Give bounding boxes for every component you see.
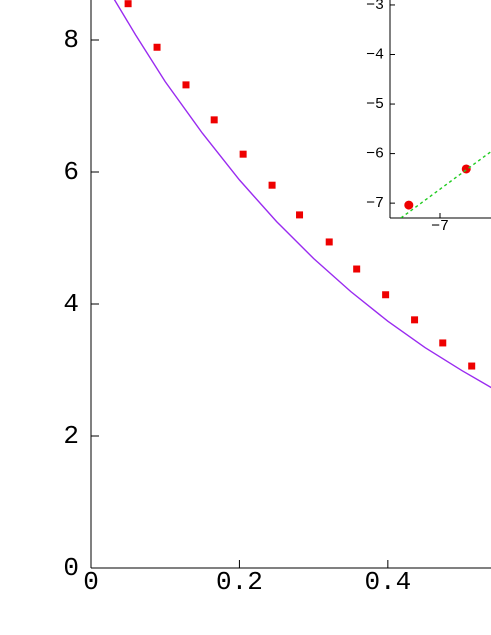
point — [382, 291, 390, 299]
y-tick-label: 4 — [63, 289, 79, 319]
point — [239, 150, 247, 158]
y-tick-label: −5 — [366, 96, 384, 113]
y-tick-label: 8 — [63, 25, 79, 55]
y-tick-label: 6 — [63, 157, 79, 187]
x-tick-label: −7 — [431, 218, 449, 235]
point — [296, 211, 304, 219]
curve — [113, 0, 491, 389]
inset-plot: −3 −4 −5 −6 −7 −7 — [345, 0, 491, 235]
point — [411, 316, 419, 324]
curve — [400, 151, 491, 218]
inset-background — [345, 0, 491, 234]
y-tick-label: −4 — [366, 46, 384, 63]
point — [461, 164, 471, 174]
y-tick-label: −6 — [366, 146, 384, 163]
point — [153, 43, 161, 51]
point — [182, 81, 190, 89]
point — [124, 0, 132, 8]
x-tick-label: 0 — [83, 567, 99, 597]
point — [268, 181, 276, 189]
point — [210, 116, 218, 124]
plot-area — [113, 0, 491, 389]
point — [325, 238, 333, 246]
y-tick-label: 0 — [63, 553, 79, 583]
point — [468, 362, 476, 370]
x-tick-label: 0.2 — [216, 567, 263, 597]
y-tick-label: −3 — [366, 0, 384, 14]
x-tick-label: 0.4 — [364, 567, 411, 597]
point — [439, 339, 447, 347]
point — [353, 265, 361, 273]
plot-area — [400, 151, 491, 218]
y-tick-label: 2 — [63, 421, 79, 451]
point — [404, 200, 414, 210]
y-tick-label: −7 — [366, 195, 384, 212]
main-plot: 0 2 4 6 8 0 0.2 0.4 — [63, 0, 491, 597]
